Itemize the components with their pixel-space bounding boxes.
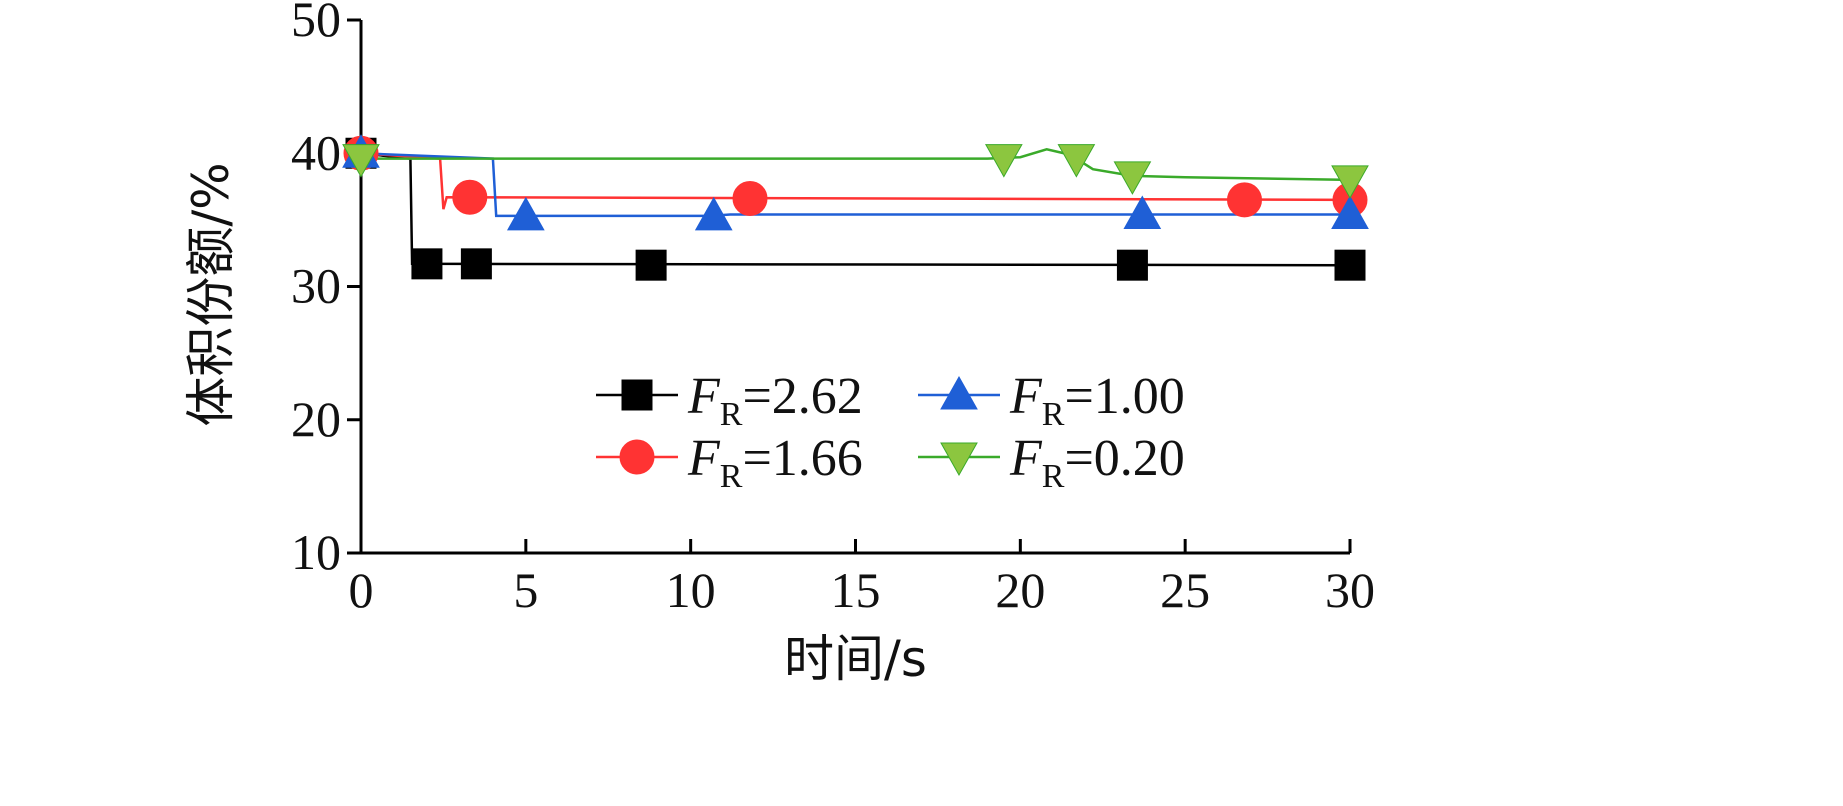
series-0-point-1: [411, 248, 443, 280]
series-1-point-1: [452, 179, 488, 215]
legend-label-1: FR=1.66: [687, 430, 863, 495]
series-0-point-3: [635, 249, 667, 281]
series-3-point-1: [984, 144, 1023, 178]
series-1-point-2: [732, 181, 768, 217]
series-2-point-1: [506, 196, 545, 231]
series-0-point-5: [1334, 249, 1366, 281]
series-line-2: [360, 152, 1350, 218]
x-tick-label-0: 0: [349, 562, 374, 618]
legend-label-2: FR=1.00: [1009, 368, 1185, 433]
series-3-point-0: [342, 144, 380, 178]
legend-marker-1: [619, 439, 655, 475]
series-0-point-2: [460, 248, 492, 280]
series-3-point-2: [1057, 144, 1096, 178]
series-0-point-4: [1116, 249, 1148, 281]
legend-label-0: FR=2.62: [687, 368, 863, 433]
x-tick-label-10: 10: [666, 562, 716, 618]
series-lines: [360, 148, 1351, 267]
legend-item-0: FR=2.62: [596, 368, 863, 433]
x-tick-label-25: 25: [1160, 562, 1210, 618]
series-2-point-4: [1331, 195, 1369, 230]
series-2-point-2: [694, 196, 733, 231]
x-tick-label-5: 5: [513, 562, 538, 618]
y-axis-title: 体积份额/%: [182, 162, 240, 426]
series-1-point-3: [1227, 182, 1263, 218]
series-line-1: [360, 152, 1351, 210]
legend-label-3: FR=0.20: [1009, 430, 1185, 495]
series-line-0: [360, 152, 1351, 267]
x-tick-label-20: 20: [995, 562, 1045, 618]
y-tick-label-20: 20: [291, 391, 341, 447]
legend-item-1: FR=1.66: [596, 430, 863, 495]
legend-item-2: FR=1.00: [918, 368, 1185, 433]
y-tick-label-30: 30: [291, 258, 341, 314]
y-tick-label-10: 10: [291, 524, 341, 580]
series-markers: [342, 134, 1369, 281]
series-line-3: [361, 148, 1351, 182]
legend-marker-3: [940, 442, 978, 477]
series-2-point-3: [1123, 195, 1162, 230]
series-3-point-3: [1113, 161, 1152, 195]
ticks: 10 20 30 40 50 0 5 10 15 20 25 30: [291, 0, 1375, 618]
legend-marker-2: [940, 375, 978, 410]
series-3-point-4: [1331, 165, 1369, 199]
y-tick-label-40: 40: [291, 124, 341, 180]
x-axis-title: 时间/s: [784, 630, 927, 688]
y-tick-label-50: 50: [291, 0, 341, 47]
legend-marker-0: [621, 379, 653, 411]
x-tick-label-30: 30: [1325, 562, 1375, 618]
x-tick-label-15: 15: [831, 562, 881, 618]
legend-item-3: FR=0.20: [918, 430, 1185, 495]
